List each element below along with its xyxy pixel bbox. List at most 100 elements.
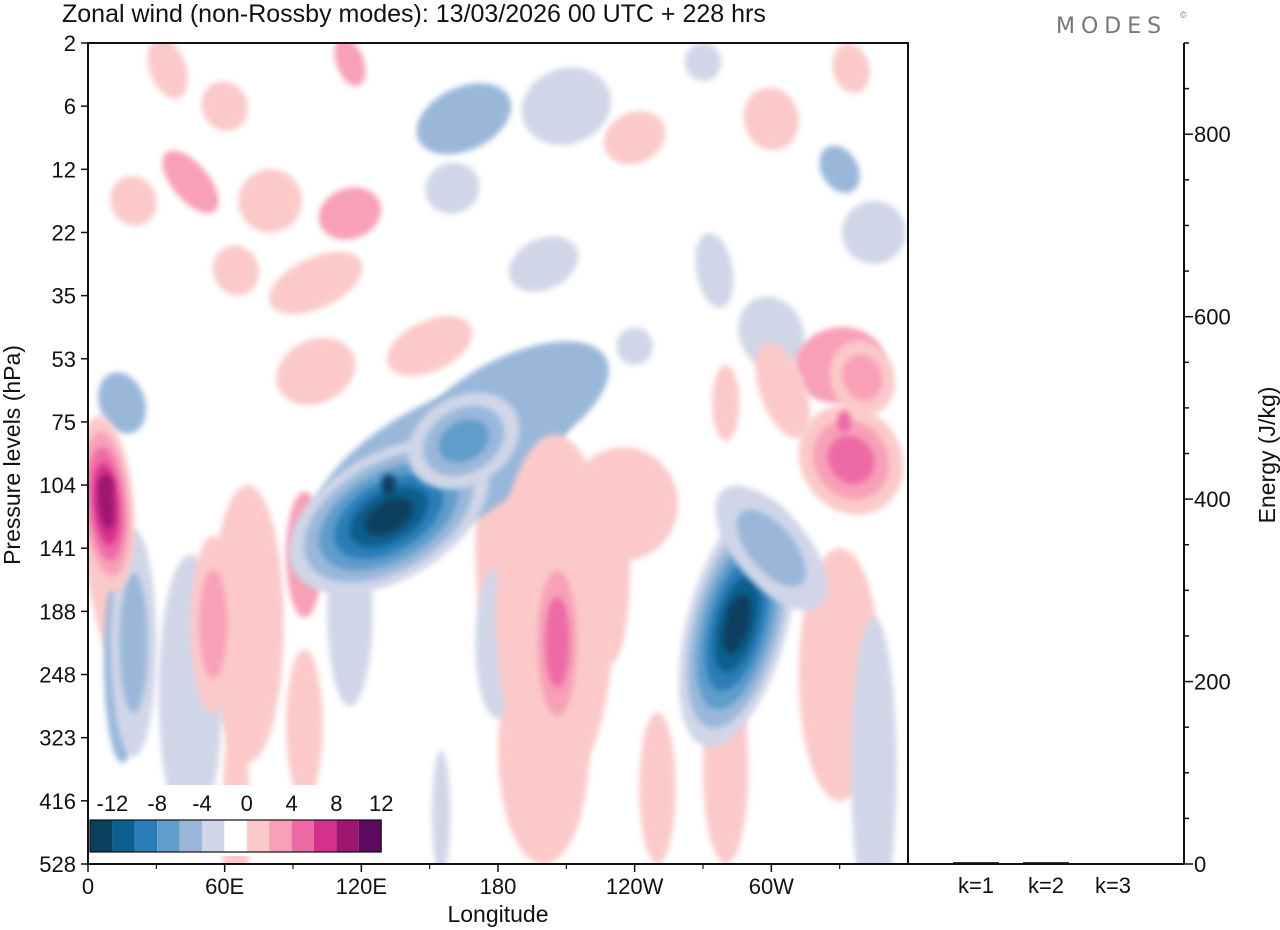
wind-contour <box>695 232 734 308</box>
wind-contour-negative <box>119 573 148 713</box>
chart-title: Zonal wind (non-Rossby modes): 13/03/202… <box>62 0 766 28</box>
colorbar-frame <box>89 819 382 853</box>
wind-contour <box>269 251 363 315</box>
wind-contour <box>286 649 323 801</box>
wind-extremum-positive <box>550 600 565 623</box>
colorbar-swatch <box>224 820 247 852</box>
energy-tick-label: 400 <box>1194 487 1231 512</box>
y-tick-label: 248 <box>39 663 76 688</box>
wind-contour <box>276 337 356 405</box>
wind-contour <box>521 67 612 146</box>
wind-extremum-positive <box>837 410 852 433</box>
colorbar-swatch <box>134 820 158 852</box>
colorbar-label: 12 <box>369 791 393 816</box>
x-tick-label: 180 <box>480 874 517 899</box>
x-tick-label: 60E <box>205 874 244 899</box>
colorbar-swatch <box>90 820 113 852</box>
energy-bars: k=1 k=2 k=3 <box>953 862 1136 898</box>
wind-contour <box>603 111 666 165</box>
y-tick-label: 6 <box>64 94 76 119</box>
x-tick-label: 60W <box>749 874 794 899</box>
wind-contour <box>431 750 451 864</box>
energy-bar-label: k=1 <box>958 873 994 898</box>
wind-contour <box>212 245 260 296</box>
wind-contour <box>211 485 284 763</box>
modes-logo-mark: © <box>1180 10 1187 20</box>
y-tick-label: 12 <box>52 157 76 182</box>
energy-bar <box>1023 862 1069 864</box>
wind-contour <box>416 83 512 155</box>
wind-contour <box>98 372 147 434</box>
wind-contour-positive <box>827 435 875 485</box>
y-axis: 2 6 12 22 35 53 75 104 141 188 248 323 416 528 <box>39 31 88 877</box>
wind-contour-positive <box>545 598 570 688</box>
colorbar: -12 -8 -4 0 4 8 12 <box>88 785 393 856</box>
wind-contour <box>110 176 157 226</box>
wind-contour <box>738 296 805 371</box>
y-tick-label: 75 <box>52 410 76 435</box>
colorbar-swatch <box>358 820 382 852</box>
wind-contour <box>425 162 480 214</box>
wind-contour <box>318 187 382 240</box>
colorbar-swatch <box>269 820 292 852</box>
y-tick-label: 2 <box>64 31 76 56</box>
wind-contour <box>508 236 579 292</box>
colorbar-swatch <box>314 820 337 852</box>
wind-contour <box>387 316 473 377</box>
energy-bar-label: k=3 <box>1095 873 1131 898</box>
energy-bar <box>1090 863 1136 865</box>
wind-contour <box>162 150 219 214</box>
modes-logo: MODES © <box>1056 10 1187 39</box>
x-tick-label: 120E <box>336 874 387 899</box>
colorbar-swatch <box>291 820 314 852</box>
wind-contour-negative <box>736 509 806 587</box>
wind-contour <box>639 712 676 864</box>
energy-tick-label: 800 <box>1194 122 1231 147</box>
wind-contour-negative <box>364 497 413 536</box>
wind-extremum-positive <box>99 474 114 497</box>
y-tick-label: 22 <box>52 220 76 245</box>
x-tick-label: 0 <box>82 874 94 899</box>
energy-panel: k=1 k=2 k=3 0 200 400 600 800 Energy (J/kg) <box>908 42 1280 898</box>
y-tick-label: 104 <box>39 473 76 498</box>
energy-bar-label: k=2 <box>1028 873 1064 898</box>
colorbar-label: -4 <box>192 791 212 816</box>
energy-tick-label: 200 <box>1194 670 1231 695</box>
wind-contour <box>712 365 740 441</box>
wind-contour-positive <box>199 569 228 679</box>
colorbar-label: 0 <box>241 791 253 816</box>
wind-contour <box>201 81 248 131</box>
y-tick-label: 188 <box>39 599 76 624</box>
wind-contour <box>684 43 722 81</box>
energy-tick-label: 0 <box>1194 852 1206 877</box>
wind-extremum-negative <box>730 600 745 623</box>
wind-contour <box>832 43 870 94</box>
wind-contour <box>819 145 860 194</box>
wind-contour <box>334 43 366 87</box>
y-tick-label: 141 <box>39 536 76 561</box>
wind-field <box>88 43 906 864</box>
energy-tick-label: 600 <box>1194 305 1231 330</box>
energy-axis: 0 200 400 600 800 <box>1184 42 1231 877</box>
wind-contour-positive <box>842 354 883 401</box>
colorbar-swatch <box>157 820 180 852</box>
wind-contour-negative <box>723 594 752 654</box>
y-tick-label: 53 <box>52 347 76 372</box>
wind-contour <box>755 342 811 439</box>
modes-logo-text: MODES <box>1056 14 1167 39</box>
y-tick-label: 35 <box>52 284 76 309</box>
heatmap-panel: -12 -8 -4 0 4 8 12 0 60E 120E 180 120W 60W 2 6 12 22 35… <box>0 31 909 927</box>
x-tick-label: 120W <box>606 874 664 899</box>
y-tick-label: 528 <box>39 852 76 877</box>
energy-bar <box>953 862 999 864</box>
wind-contour <box>616 327 653 366</box>
colorbar-swatch <box>246 820 270 852</box>
y-axis-label: Pressure levels (hPa) <box>0 345 25 565</box>
colorbar-label: 8 <box>330 791 342 816</box>
colorbar-swatch <box>179 820 202 852</box>
colorbar-label: 4 <box>285 791 297 816</box>
wind-contour-negative <box>439 419 489 463</box>
wind-extremum-negative <box>381 474 396 497</box>
wind-contour <box>841 200 906 265</box>
